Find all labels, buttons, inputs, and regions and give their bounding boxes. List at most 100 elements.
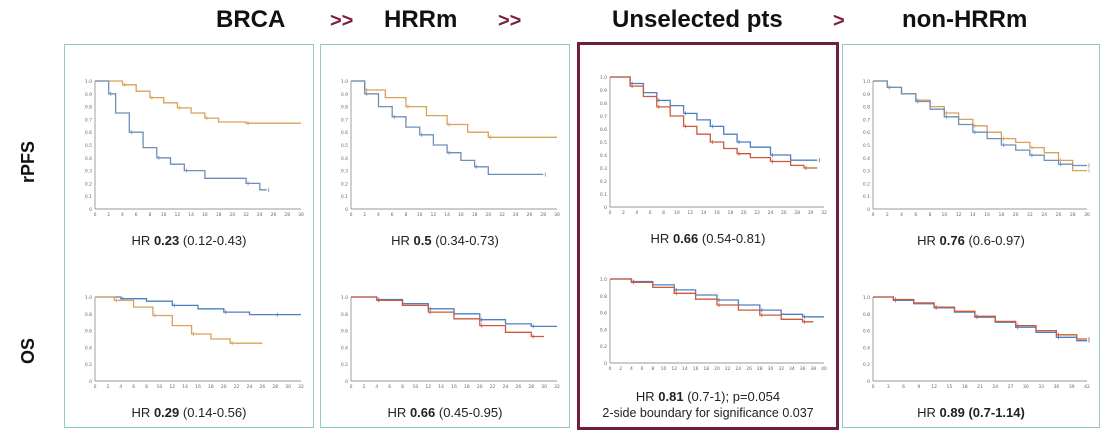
x-tick-label: 18 [464,384,470,390]
hr-brca-os: HR 0.29 (0.14-0.56) [131,405,247,420]
x-tick-label: 2 [107,212,110,218]
y-tick-label: 0.3 [600,166,607,172]
x-tick-label: 8 [145,384,148,390]
x-tick-label: 20 [741,210,747,216]
km-curve-steelblue [95,296,301,316]
x-tick-label: 28 [284,212,290,218]
x-tick-label: 33 [1038,384,1044,390]
x-tick-label: 18 [472,212,478,218]
hr-brca-rpfs: HR 0.23 (0.12-0.43) [131,233,247,248]
y-tick-label: 0.7 [863,117,870,123]
x-tick-label: 2 [363,212,366,218]
arrow-3: > [833,10,845,32]
header-unselected: Unselected pts [612,6,783,33]
y-tick-label: 0 [89,379,92,385]
x-tick-label: 30 [298,212,304,218]
x-tick-label: 4 [635,210,638,216]
y-tick-label: 0.8 [85,312,92,318]
hr-hrrm-rpfs: HR 0.5 (0.34-0.73) [391,233,499,248]
chart-hrrm-os: 00.20.40.60.81.00 2 4 6 8 10 12 14 16 18 20 22 24 26 2… [341,295,560,390]
x-tick-label: 8 [651,366,654,372]
y-tick-label: 0.9 [600,88,607,94]
x-tick-label: 0 [872,212,875,218]
x-tick-label: 30 [1084,212,1090,218]
y-tick-label: 0.1 [85,194,92,200]
x-tick-label: 6 [649,210,652,216]
x-tick-label: 28 [272,384,278,390]
x-tick-label: 42 [1084,384,1090,390]
y-tick-label: 0.2 [600,344,607,350]
x-tick-label: 24 [513,212,519,218]
x-tick-label: 8 [148,212,151,218]
y-tick-label: 0.3 [863,169,870,175]
x-tick-label: 6 [902,384,905,390]
km-curve-steelblue [351,296,557,328]
y-tick-label: 0.4 [341,156,348,162]
km-curve-red [610,76,818,169]
panel-hrrm: 0 0.1 0.2 0.3 0.4 0.5 0.6 0.7 0.8 0.9 1.0 0 2 4 6 8 10 12… [320,44,570,428]
y-tick-label: 0.9 [85,92,92,98]
y-tick-label: 0.8 [600,294,607,300]
y-tick-label: 0 [867,207,870,213]
x-tick-label: 39 [1069,384,1075,390]
chart-brca-rpfs: 00.10.20.30.40.50.60.70.80.91.00 2 4 6 8 10 12… [85,79,304,218]
arrow-2: >> [498,10,522,32]
x-tick-label: 0 [94,384,97,390]
y-tick-label: 0.6 [85,329,92,335]
y-tick-label: 0.4 [341,345,348,351]
x-tick-label: 24 [247,384,253,390]
x-tick-label: 4 [121,212,124,218]
x-tick-label: 12 [956,212,962,218]
x-tick-label: 4 [119,384,122,390]
x-tick-label: 16 [451,384,457,390]
x-tick-label: 6 [914,212,917,218]
x-tick-label: 34 [789,366,795,372]
x-tick-label: 0 [350,212,353,218]
y-tick-label: 0.8 [341,105,348,111]
y-tick-label: 0.4 [85,156,92,162]
x-tick-label: 12 [425,384,431,390]
x-tick-label: 28 [794,210,800,216]
row-label-os: OS [18,337,38,364]
x-tick-label: 14 [701,210,707,216]
x-tick-label: 8 [404,212,407,218]
y-tick-label: 0.7 [600,114,607,120]
y-tick-label: 1.0 [341,295,348,301]
x-tick-label: 20 [221,384,227,390]
y-tick-label: 0.4 [600,153,607,159]
x-tick-label: 20 [229,212,235,218]
y-tick-label: 0.8 [863,312,870,318]
x-tick-label: 14 [188,212,194,218]
hr-unselected-rpfs: HR 0.66 (0.54-0.81) [650,231,766,246]
x-tick-label: 2 [619,366,622,372]
y-tick-label: 1.0 [863,79,870,85]
x-tick-label: 18 [962,384,968,390]
x-tick-label: 6 [641,366,644,372]
y-tick-label: 0.2 [85,362,92,368]
y-tick-label: 0.6 [863,329,870,335]
y-tick-label: 0.2 [85,181,92,187]
y-tick-label: 0.2 [863,181,870,187]
chart-unselected-os: 00.20.40.60.81.00 2 4 6 8 10 12 14 16 18 20 22 24 26 2… [600,277,827,372]
x-tick-label: 14 [970,212,976,218]
y-tick-label: 0 [604,205,607,211]
x-tick-label: 38 [810,366,816,372]
x-tick-label: 28 [1070,212,1076,218]
x-tick-label: 18 [216,212,222,218]
x-tick-label: 24 [503,384,509,390]
x-tick-label: 24 [768,210,774,216]
x-tick-label: 32 [298,384,304,390]
x-tick-label: 36 [1054,384,1060,390]
x-tick-label: 20 [485,212,491,218]
x-tick-label: 32 [778,366,784,372]
chart-non-hrrm-os: 00.20.40.60.81.00 3 6 9 12 15 18 21 24 27 30 33 36 39… [863,295,1090,390]
x-tick-label: 0 [94,212,97,218]
x-tick-label: 3 [887,384,890,390]
x-tick-label: 2 [362,384,365,390]
y-tick-label: 0.5 [341,143,348,149]
header-hrrm: HRRm [384,6,458,33]
y-tick-label: 0.1 [341,194,348,200]
x-tick-label: 8 [401,384,404,390]
km-curve-steelblue [610,278,824,318]
x-tick-label: 16 [984,212,990,218]
